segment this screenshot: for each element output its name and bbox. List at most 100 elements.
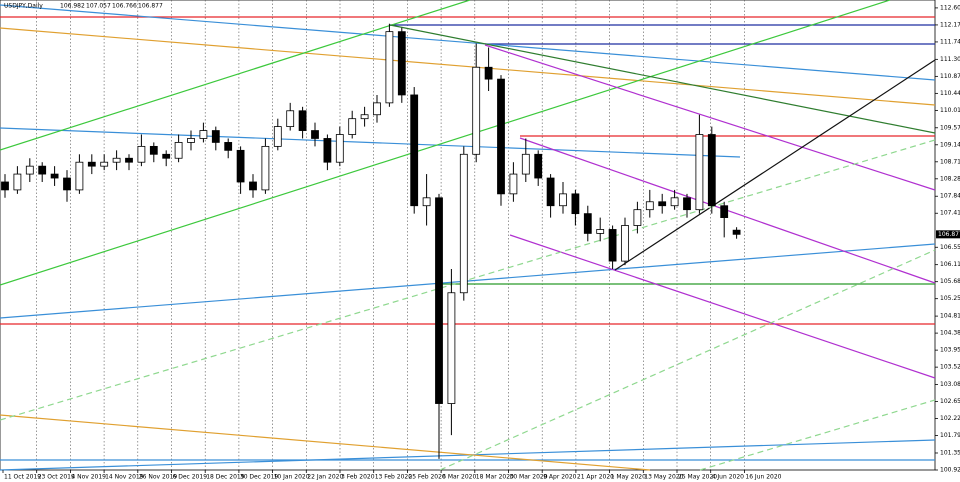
x-tick-label: 13 Feb 2020 [375, 474, 413, 481]
candle-body [658, 201, 667, 207]
candle-body [695, 134, 704, 211]
y-tick-label: 111.300 [940, 56, 960, 63]
y-tick-label: 110.870 [940, 73, 960, 80]
candle-body [596, 229, 605, 234]
trend-line [0, 0, 891, 286]
x-tick-label: 3 Feb 2020 [341, 474, 375, 481]
y-tick-label: 102.650 [940, 398, 960, 405]
x-tick-label: 25 Feb 2020 [408, 474, 446, 481]
candle-body [273, 126, 282, 147]
candle-body [38, 165, 47, 175]
y-tick-label: 103.950 [940, 347, 960, 354]
y-tick-label: 105.680 [940, 278, 960, 285]
candle-body [211, 130, 220, 143]
candle-body [137, 145, 146, 163]
y-tick-label: 103.520 [940, 364, 960, 371]
y-tick-label: 106.110 [940, 261, 960, 268]
trend-line [389, 24, 936, 134]
x-tick-label: 18 Dec 2019 [206, 474, 245, 481]
x-tick-label: 26 Nov 2019 [139, 474, 178, 481]
x-tick-label: 14 Nov 2019 [105, 474, 144, 481]
x-tick-label: 25 May 2020 [678, 474, 717, 481]
candle-body [472, 66, 481, 155]
y-tick-label: 112.600 [940, 4, 960, 11]
candle-body [720, 205, 729, 218]
x-tick-label: 6 Mar 2020 [442, 474, 476, 481]
symbol-label: USDJPY,Daily [4, 3, 43, 10]
x-tick-label: 30 Dec 2019 [240, 474, 279, 481]
candle-body [521, 153, 530, 175]
candle-body [422, 197, 431, 207]
price-label: 106.877 [938, 231, 960, 238]
candle-body [360, 114, 369, 120]
y-tick-label: 108.710 [940, 158, 960, 165]
x-tick-label: 4 Nov 2019 [71, 474, 106, 481]
candle-body [224, 142, 233, 151]
x-tick-label: 22 Jan 2020 [307, 474, 343, 481]
y-tick-label: 110.010 [940, 107, 960, 114]
y-tick-label: 109.570 [940, 124, 960, 131]
x-tick-label: 21 Apr 2020 [577, 474, 614, 481]
axes: 112.600 112.170 111.740 111.300 110.870 110.4… [2, 4, 960, 481]
trend-line [0, 139, 936, 421]
x-tick-label: 18 Mar 2020 [476, 474, 514, 481]
candle-body [385, 31, 394, 104]
candle-body [25, 165, 34, 175]
candle-body [447, 292, 456, 404]
y-tick-label: 107.410 [940, 210, 960, 217]
candle-body [397, 31, 406, 96]
candle-body [236, 149, 245, 183]
candles [1, 23, 741, 459]
candle-body [683, 197, 691, 211]
candle-body [261, 145, 270, 191]
x-tick-label: 13 May 2020 [644, 474, 683, 481]
trend-line [439, 249, 936, 471]
candle-body [732, 229, 741, 235]
candle-body [199, 130, 208, 139]
candle-body [87, 161, 96, 167]
candle-body [633, 209, 642, 226]
y-tick-label: 109.140 [940, 141, 960, 148]
header-high: 107.057 [86, 3, 111, 10]
trendlines [0, 0, 936, 471]
candle-body [571, 193, 580, 215]
candle-body [373, 102, 381, 116]
y-tick-label: 103.080 [940, 381, 960, 388]
header-low: 106.766 [112, 3, 137, 10]
x-tick-label: 10 Jan 2020 [274, 474, 310, 481]
x-tick-label: 16 Jun 2020 [745, 474, 781, 481]
candle-body [100, 161, 109, 167]
candle-body [63, 177, 71, 191]
trend-line [0, 127, 741, 158]
y-tick-label: 104.380 [940, 330, 960, 337]
candle-body [497, 78, 505, 195]
candle-body [187, 138, 195, 143]
candle-body [249, 181, 257, 191]
candle-body [509, 173, 518, 195]
trend-line [699, 399, 936, 471]
candle-body [608, 229, 617, 262]
candle-body [546, 177, 555, 207]
y-tick-label: 107.840 [940, 193, 960, 200]
candle-body [298, 110, 307, 131]
candle-body [435, 197, 443, 404]
candle-body [50, 173, 59, 179]
channel-line [509, 234, 936, 379]
header-close: 106.877 [138, 3, 163, 10]
candle-body [149, 145, 158, 155]
channel-line [484, 44, 936, 191]
x-tick-label: 1 May 2020 [611, 474, 646, 481]
y-tick-label: 108.280 [940, 175, 960, 182]
x-tick-label: 23 Oct 2019 [38, 474, 75, 481]
y-tick-label: 105.250 [940, 295, 960, 302]
y-tick-label: 104.810 [940, 313, 960, 320]
candle-body [583, 213, 592, 234]
candle-body [534, 153, 543, 179]
candle-body [1, 181, 9, 191]
candle-body [670, 197, 679, 207]
candle-body [335, 134, 344, 163]
trend-line [0, 27, 936, 106]
y-tick-label: 112.170 [940, 21, 960, 28]
x-tick-label: 4 Jun 2020 [712, 474, 744, 481]
candle-body [348, 118, 357, 135]
